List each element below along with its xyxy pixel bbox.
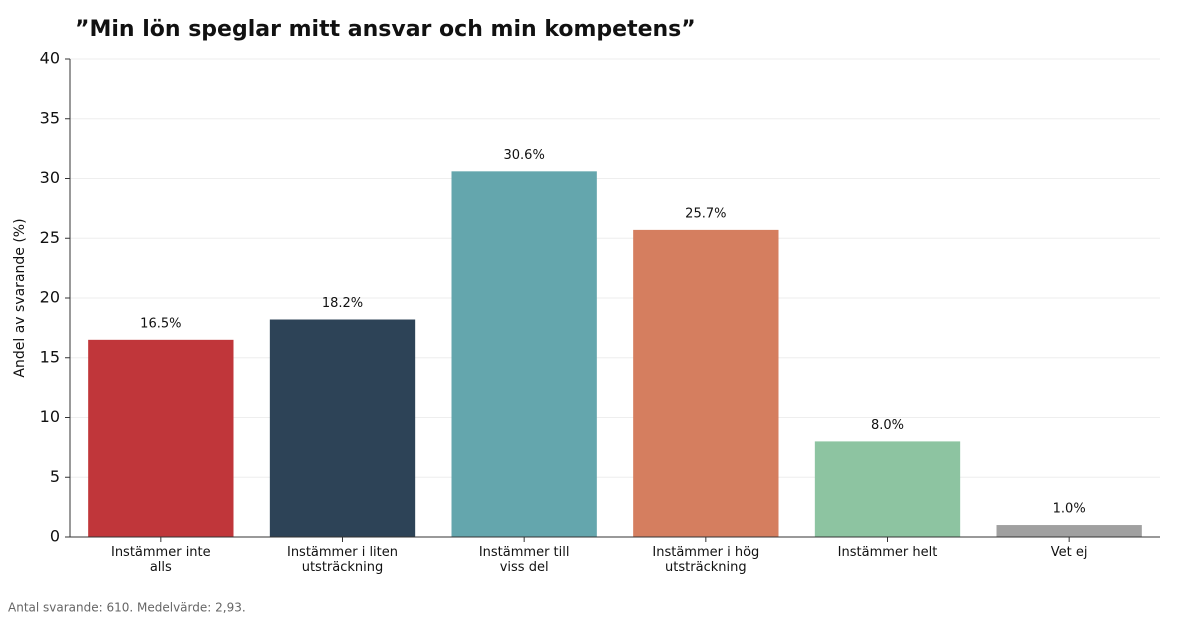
y-tick-label: 10 [40, 407, 60, 426]
y-tick-label: 0 [50, 527, 60, 546]
bar [814, 441, 961, 537]
bar [451, 171, 597, 537]
bar [996, 525, 1142, 537]
y-tick-label: 30 [40, 168, 60, 187]
y-tick-label: 15 [40, 347, 60, 366]
x-tick-label: Vet ej [1050, 545, 1088, 560]
value-label: 1.0% [1053, 502, 1086, 517]
bar [633, 229, 779, 537]
chart-title: ”Min lön speglar mitt ansvar och min kom… [75, 17, 696, 42]
y-axis-label: Andel av svarande (%) [12, 218, 28, 377]
footnote: Antal svarande: 610. Medelvärde: 2,93. [8, 601, 246, 615]
value-label: 25.7% [685, 206, 726, 221]
x-tick-label: Instämmer i hög utsträckning [652, 545, 760, 575]
x-tick-label: Instämmer inte alls [110, 545, 211, 575]
y-tick-label: 35 [40, 108, 60, 127]
value-label: 18.2% [322, 296, 363, 311]
value-label: 16.5% [140, 316, 181, 331]
x-tick-label: Instämmer i liten utsträckning [286, 545, 398, 575]
bar [88, 339, 234, 537]
value-label: 30.6% [504, 148, 545, 163]
bar [269, 319, 416, 537]
x-tick-label: Instämmer till viss del [478, 545, 570, 575]
y-tick-label: 5 [50, 467, 60, 486]
y-tick-label: 25 [40, 228, 60, 247]
value-label: 8.0% [871, 418, 904, 433]
y-tick-label: 40 [40, 49, 60, 68]
y-tick-label: 20 [40, 288, 60, 307]
x-tick-label: Instämmer helt [837, 545, 938, 560]
